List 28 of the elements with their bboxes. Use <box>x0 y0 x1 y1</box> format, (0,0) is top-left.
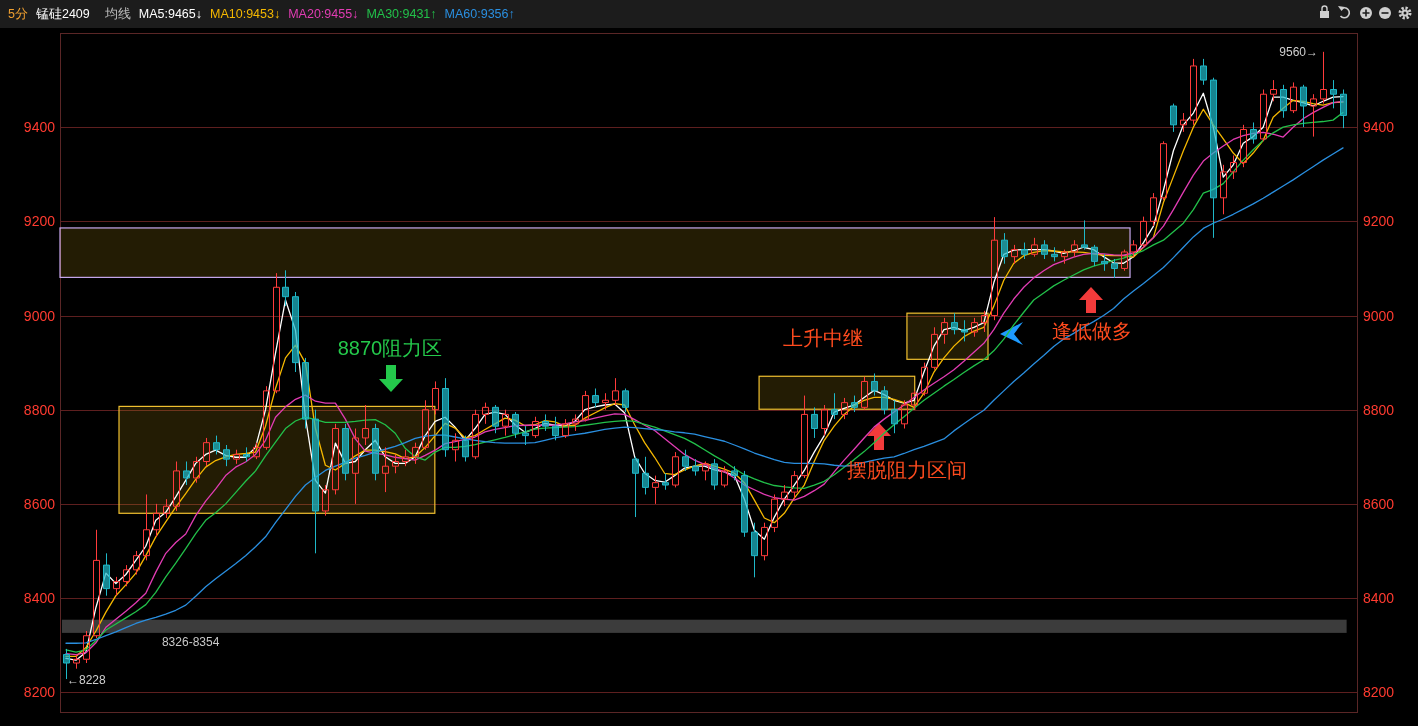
annotation: 9560→ <box>1279 45 1318 60</box>
legend-title: 均线 <box>103 7 131 21</box>
y2-tick-label: 8400 <box>1363 590 1395 607</box>
annotation: 摆脱阻力区间 <box>847 459 967 482</box>
y-tick-label: 8200 <box>23 684 56 701</box>
chart-subtitle: 5分 <box>8 7 28 21</box>
y2-tick-label: 9000 <box>1363 307 1395 324</box>
y-tick-label: 9400 <box>23 119 56 136</box>
annotation: ←8228 <box>67 673 107 688</box>
y-tick-label: 9000 <box>23 307 56 324</box>
y-tick-label: 8800 <box>23 401 56 418</box>
text: MA10:9453↓ <box>210 7 281 21</box>
text: MA30:9431↑ <box>366 7 437 21</box>
y2-tick-label: 9200 <box>1363 213 1395 230</box>
text: MA60:9356↑ <box>444 7 515 21</box>
annotation: 上升中继 <box>783 327 863 350</box>
text: MA5:9465↓ <box>138 7 202 21</box>
y2-tick-label: 8800 <box>1363 401 1395 418</box>
y2-tick-label: 8200 <box>1363 684 1395 701</box>
y-tick-label: 8400 <box>23 590 56 607</box>
annotation: 8870阻力区 <box>337 337 443 360</box>
y2-tick-label: 9400 <box>1363 119 1395 136</box>
y-tick-label: 8600 <box>23 495 56 512</box>
text: MA20:9455↓ <box>288 7 359 21</box>
chart-title: 锰硅2409 <box>34 7 90 21</box>
band-label: 8326-8354 <box>161 634 220 649</box>
y-tick-label: 9200 <box>23 213 56 230</box>
y2-tick-label: 8600 <box>1363 495 1395 512</box>
